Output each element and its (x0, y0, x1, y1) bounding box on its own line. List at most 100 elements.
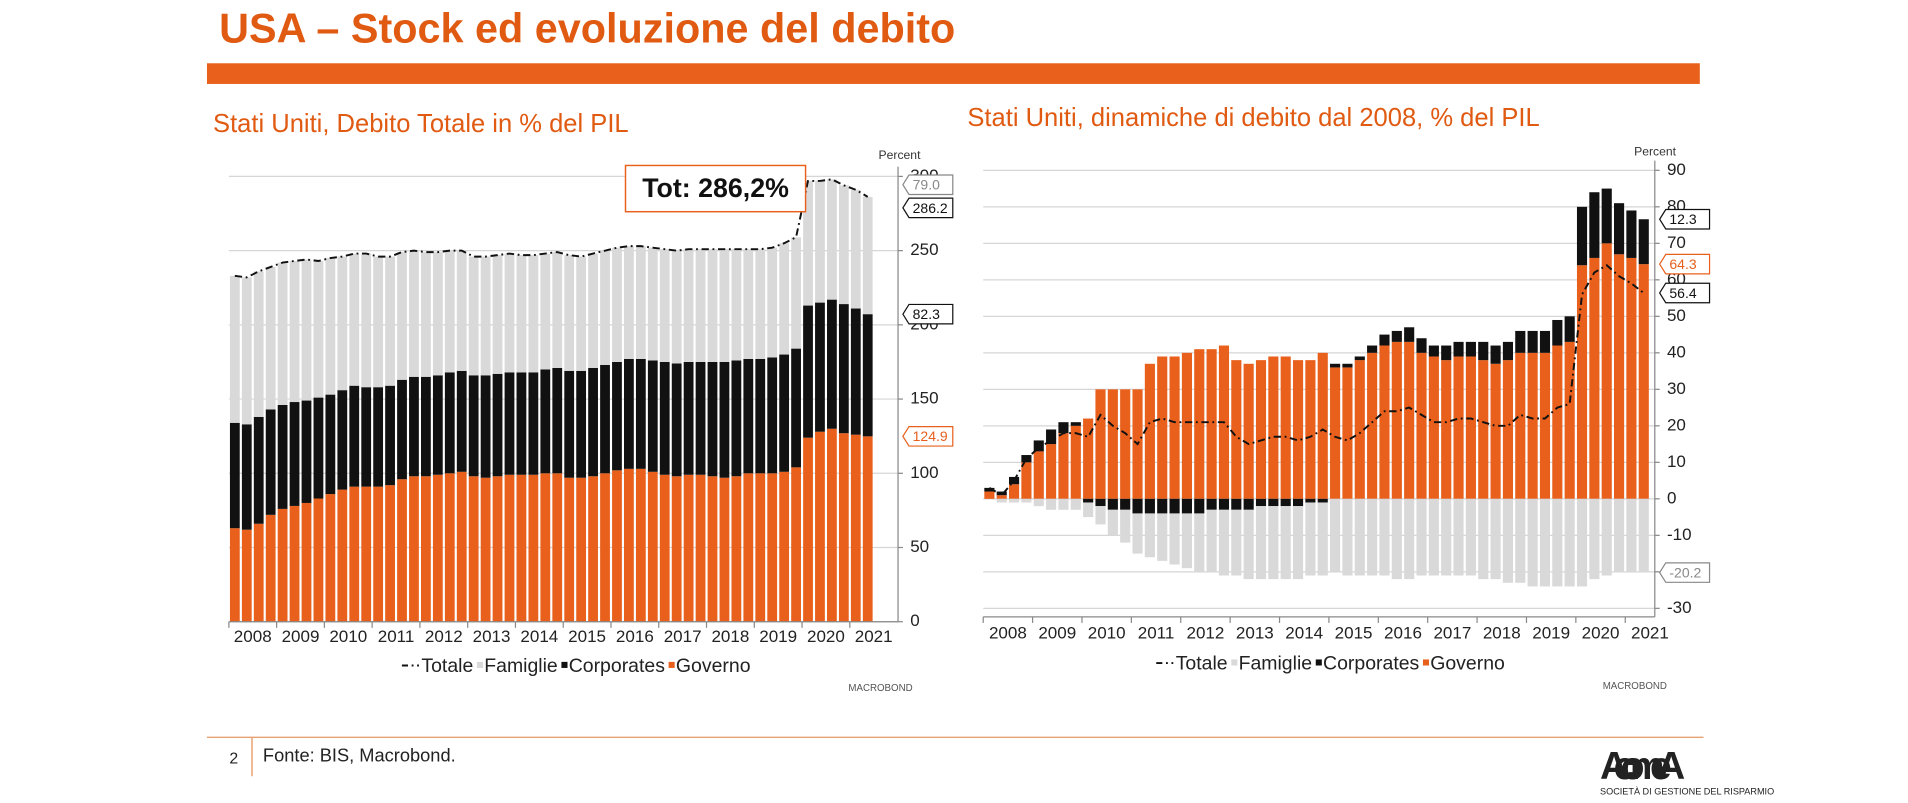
bar (743, 249, 754, 359)
bar (265, 409, 276, 515)
bar (1243, 509, 1254, 580)
bar (838, 304, 849, 434)
bar (325, 394, 336, 495)
bar (1095, 506, 1106, 525)
bar (1416, 338, 1427, 353)
bar (456, 370, 467, 472)
bar (1255, 506, 1267, 580)
bar (468, 476, 479, 622)
bar (552, 252, 563, 368)
bar (1330, 498, 1341, 572)
bar (1181, 513, 1192, 569)
y-axis-label: Percent (879, 148, 922, 162)
annotation-box (624, 164, 807, 213)
bar (1292, 506, 1304, 580)
x-tick-label: 2011 (1138, 623, 1175, 642)
bar (635, 468, 646, 622)
bar (289, 402, 300, 506)
company-logo: AcomeA (1600, 745, 1685, 788)
bars (229, 179, 873, 622)
x-tick-label: 2015 (568, 627, 606, 646)
y-tick-label: -30 (1667, 598, 1692, 617)
total-line (234, 178, 869, 279)
bar (850, 308, 861, 435)
bar (635, 246, 646, 359)
bar (373, 256, 384, 388)
bar (468, 256, 479, 376)
bar (1465, 498, 1476, 576)
bar (1218, 498, 1230, 510)
bar (862, 196, 873, 315)
bar (1058, 498, 1069, 510)
bar (624, 358, 634, 469)
bar (1539, 352, 1551, 499)
bar (1243, 498, 1254, 510)
x-tick-label: 2019 (1532, 623, 1570, 642)
bar (1083, 418, 1094, 499)
bar (1576, 498, 1588, 587)
bar (1292, 360, 1304, 499)
bar (265, 266, 276, 410)
bar (1453, 341, 1464, 357)
bar (1255, 498, 1267, 507)
bar (301, 502, 312, 622)
company-tagline: SOCIETÀ DI GESTIONE DEL RISPARMIO (1600, 786, 1774, 796)
y-tick-label: 50 (1667, 306, 1686, 325)
bar (1601, 243, 1612, 499)
bar (815, 302, 825, 432)
bar (659, 249, 670, 362)
annotation: Tot: 286,2% (642, 173, 789, 203)
bar (838, 185, 849, 305)
bar (1083, 498, 1094, 503)
x-tick-label: 2009 (282, 627, 320, 646)
bar (1157, 513, 1168, 561)
bar (540, 473, 551, 622)
bar (1231, 498, 1242, 510)
bar (996, 498, 1007, 503)
bar (1194, 349, 1205, 499)
bar (1490, 363, 1501, 499)
bar (791, 237, 801, 349)
bar (671, 476, 682, 622)
bar (779, 354, 790, 472)
bar (683, 249, 694, 362)
bar (743, 473, 754, 622)
bar (1095, 389, 1106, 499)
value-label-box (1658, 282, 1711, 304)
bar (504, 253, 515, 373)
bar (552, 367, 563, 474)
legend-label: Corporates (1323, 652, 1420, 674)
bar (1132, 513, 1143, 554)
x-tick-label: 2010 (329, 627, 367, 646)
y-tick-label: 150 (910, 389, 938, 408)
bar (1046, 498, 1057, 510)
x-tick-label: 2019 (759, 627, 797, 646)
bar (253, 271, 264, 417)
bar (1576, 265, 1588, 499)
bar (1404, 327, 1415, 342)
value-label-box (1658, 562, 1711, 583)
bar (301, 400, 312, 503)
legend-label: Corporates (569, 655, 666, 677)
bar (1416, 352, 1427, 499)
bar (707, 476, 718, 622)
bar (1638, 219, 1649, 265)
bar (1601, 188, 1612, 244)
bar (1465, 356, 1476, 499)
bar (1589, 257, 1600, 499)
value-label-box (902, 197, 954, 219)
bar (289, 261, 300, 403)
source-note: Fonte: BIS, Macrobond. (263, 745, 456, 766)
bar (1589, 498, 1600, 580)
bar (409, 376, 419, 477)
bar (1070, 425, 1081, 499)
bar (409, 476, 419, 622)
bar (1169, 498, 1180, 514)
bar (815, 180, 825, 303)
bar (253, 523, 264, 622)
chart: Stati Uniti, dinamiche di debito dal 200… (967, 104, 1711, 692)
y-tick-label: 40 (1667, 342, 1686, 361)
y-tick-label: 30 (1667, 379, 1686, 398)
bar (1502, 341, 1514, 361)
